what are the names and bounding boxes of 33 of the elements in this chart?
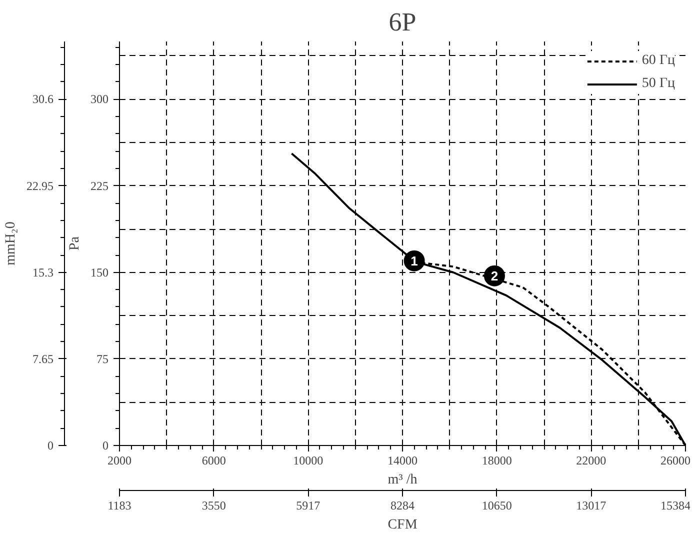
annotation: 2 [490,268,498,284]
x-tick-label: 10000 [293,454,324,468]
x-tick-label: 22000 [576,454,606,468]
y2-tick-label: 7.65 [32,352,54,366]
y2-tick-label: 15.3 [32,265,54,280]
x2-tick-label: 15384 [660,498,690,512]
y-tick-label: 225 [90,178,108,193]
x-tick-label: 18000 [482,454,512,468]
y2-tick-label: 22.95 [26,178,54,193]
x2-tick-label: 5917 [296,498,320,512]
x-tick-label: 14000 [388,454,418,468]
x2-axis-title: CFM [388,518,418,532]
y-axis-title: Pa [68,236,82,250]
y-tick-label: 75 [96,352,108,366]
x2-tick-label: 10650 [482,498,512,512]
x-tick-label: 6000 [202,454,226,468]
y-tick-label: 150 [90,265,108,280]
x2-tick-label: 1183 [108,498,132,512]
x2-tick-label: 13017 [576,498,606,512]
annotation: 1 [410,253,418,268]
y2-tick-label: 0 [48,438,54,452]
x-tick-label: 2000 [108,454,132,468]
x2-tick-label: 8284 [390,498,415,512]
legend-label: 60 Гц [642,53,675,69]
x-tick-label: 26000 [660,454,690,468]
x-axis-title: m³ /h [388,472,418,488]
y2-axis-title: mmH₂0 [4,222,18,266]
legend-label: 50 Гц [642,76,675,92]
y2-tick-label: 30.6 [32,92,54,106]
chart-title: 6P [388,8,416,36]
x2-tick-label: 3550 [202,498,226,512]
y-tick-label: 300 [90,92,108,106]
y-tick-label: 0 [102,438,108,452]
